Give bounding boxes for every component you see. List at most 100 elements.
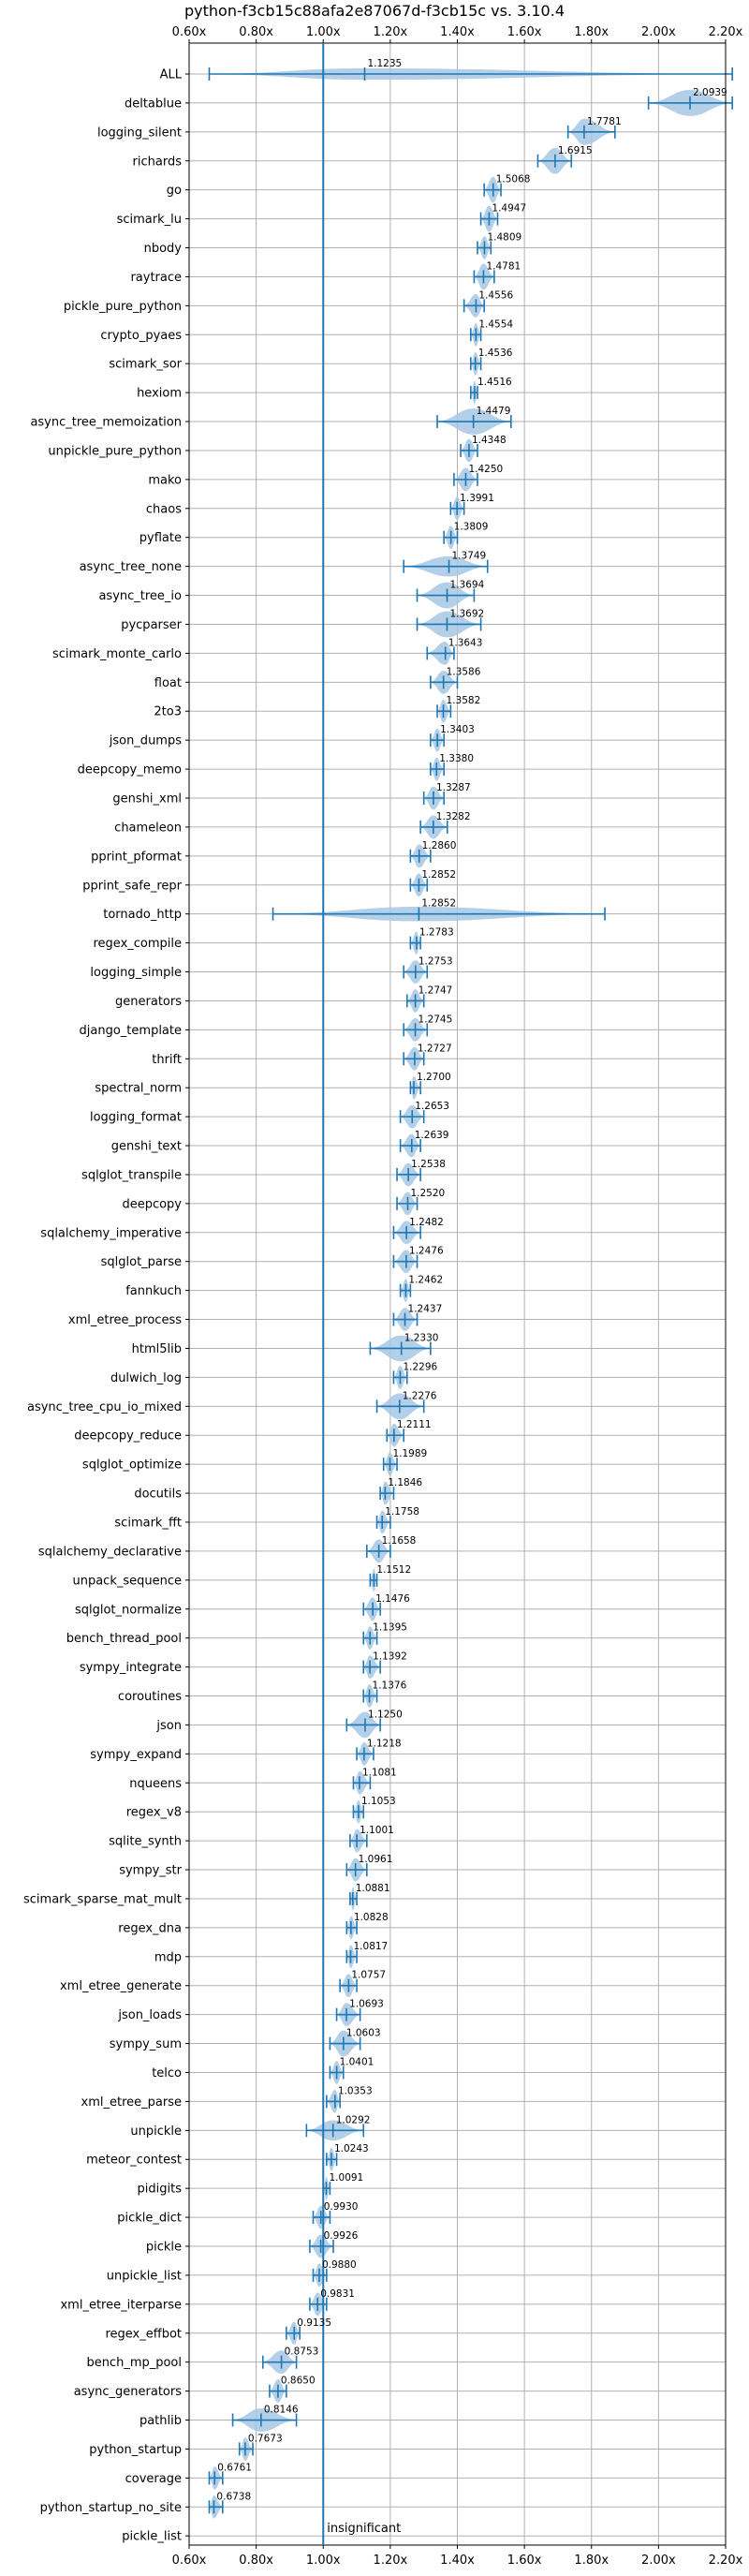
x-tick-label-bottom: 1.80x [574,2554,609,2568]
category-label: regex_dna [118,1921,182,1935]
x-tick-label-top: 1.00x [306,25,341,39]
value-label: 1.5068 [496,174,531,185]
value-label: 1.4556 [478,289,513,301]
value-label: 1.2727 [418,1043,452,1054]
reference-label: insignificant [327,2522,401,2536]
category-label: async_tree_io [98,589,182,603]
value-label: 1.1476 [375,1593,410,1605]
x-tick-label-top: 1.20x [374,25,408,39]
value-label: 1.1512 [376,1564,411,1576]
value-label: 1.1392 [373,1651,407,1663]
category-label: scimark_sor [109,358,182,372]
category-label: sympy_expand [90,1748,182,1762]
value-label: 0.6738 [216,2491,251,2502]
value-label: 1.3403 [440,724,475,735]
category-label: async_tree_cpu_io_mixed [27,1400,182,1414]
value-label: 1.2482 [409,1217,444,1228]
value-label: 1.0091 [330,2172,364,2184]
category-label: generators [115,995,182,1009]
value-label: 1.0961 [359,1854,393,1865]
category-label: tornado_http [103,908,182,922]
category-label: pidigits [138,2183,183,2197]
category-label: scimark_sparse_mat_mult [23,1892,182,1906]
category-label: scimark_lu [117,213,182,227]
category-label: meteor_contest [86,2154,182,2168]
category-label: xml_etree_parse [81,2095,182,2110]
value-label: 0.8753 [285,2347,319,2358]
category-label: pathlib [140,2414,182,2428]
value-label: 1.4348 [472,435,507,446]
category-label: bench_mp_pool [86,2356,182,2370]
value-label: 1.1081 [362,1767,397,1778]
category-label: xml_etree_process [68,1313,182,1327]
chart-title: python-f3cb15c88afa2e87067d-f3cb15c vs. … [184,2,565,20]
x-tick-label-top: 2.00x [641,25,676,39]
x-tick-label-bottom: 0.60x [172,2554,207,2568]
category-label: genshi_text [111,1140,182,1154]
value-label: 0.9926 [324,2230,359,2242]
x-tick-label-top: 2.20x [709,25,743,39]
category-label: chameleon [114,821,182,835]
category-label: python_startup [89,2443,182,2457]
value-label: 1.4947 [492,203,526,215]
category-label: crypto_pyaes [100,329,182,343]
value-label: 1.2852 [421,898,456,910]
category-label: json_loads [117,2008,182,2022]
category-label: sqlglot_parse [101,1255,182,1269]
value-label: 1.1218 [367,1738,402,1749]
category-label: unpickle [130,2124,182,2139]
category-label: async_tree_none [80,560,182,574]
value-label: 1.0401 [340,2056,374,2067]
category-label: hexiom [137,387,182,401]
value-label: 0.9880 [322,2259,357,2271]
value-label: 1.0243 [334,2143,369,2154]
category-label: scimark_fft [114,1517,182,1531]
value-label: 1.0603 [346,2028,381,2039]
category-label: bench_thread_pool [66,1632,182,1646]
category-label: unpickle_list [107,2269,182,2283]
value-label: 1.4809 [487,232,521,244]
category-label: dulwich_log [110,1371,182,1385]
x-tick-label-bottom: 1.20x [374,2554,408,2568]
value-label: 1.2476 [409,1246,444,1257]
category-label: sqlalchemy_declarative [38,1545,182,1559]
value-label: 0.8146 [264,2405,299,2416]
value-label: 1.3692 [449,608,484,619]
value-label: 1.1235 [367,58,402,69]
value-label: 0.9831 [320,2288,355,2300]
x-tick-label-top: 1.60x [507,25,542,39]
category-label: deepcopy_memo [78,763,182,777]
x-tick-label-bottom: 2.00x [641,2554,676,2568]
category-label: pickle_dict [117,2212,182,2226]
category-label: raytrace [130,271,182,285]
category-label: thrift [152,1053,182,1067]
category-label: async_tree_memoization [30,416,182,430]
category-label: mdp [154,1950,182,1964]
value-label: 1.2462 [408,1275,443,1286]
value-label: 1.1395 [373,1622,407,1634]
category-label: coroutines [118,1690,182,1704]
category-label: nqueens [129,1777,182,1791]
value-label: 1.2639 [415,1130,449,1141]
value-label: 1.0353 [338,2085,373,2096]
x-tick-label-bottom: 0.80x [239,2554,273,2568]
value-label: 0.9930 [324,2201,359,2213]
category-label: regex_v8 [126,1806,182,1820]
value-label: 1.3694 [450,580,485,591]
value-label: 1.2653 [415,1101,449,1112]
value-label: 1.2747 [419,985,453,996]
category-label: pprint_safe_repr [82,879,182,893]
category-label: chaos [146,502,182,516]
x-tick-label-bottom: 1.60x [507,2554,542,2568]
category-label: telco [152,2066,182,2080]
value-label: 1.2860 [422,840,457,851]
category-label: sqlglot_normalize [75,1603,182,1617]
category-label: pprint_pformat [91,850,182,864]
category-label: json [155,1719,182,1733]
value-label: 1.4250 [468,464,503,475]
category-label: pyflate [140,531,182,545]
value-label: 1.0817 [354,1941,389,1952]
value-label: 1.2111 [397,1419,432,1430]
category-label: fannkuch [125,1284,182,1298]
